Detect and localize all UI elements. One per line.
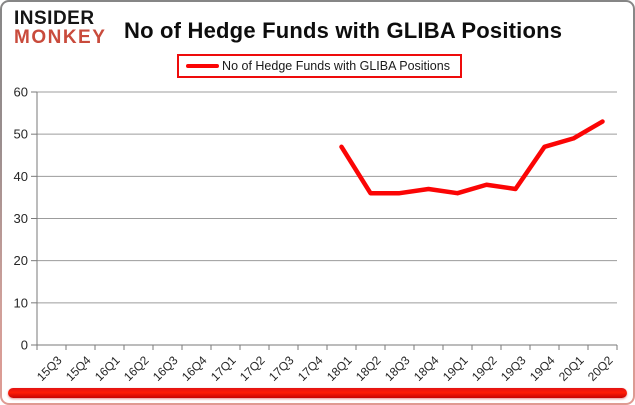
x-tick-label: 18Q3 [382,353,413,384]
y-tick-label: 0 [21,338,28,353]
logo-line-insider: INSIDER [14,8,95,29]
x-tick-label: 19Q1 [440,353,471,384]
legend-line-swatch [186,64,220,68]
page-title: No of Hedge Funds with GLIBA Positions [124,18,563,43]
y-tick-label: 40 [14,169,28,184]
y-tick-label: 10 [14,295,28,310]
x-tick-label: 18Q2 [353,353,384,384]
x-tick-label: 19Q4 [527,353,558,384]
x-tick-label: 15Q4 [63,353,94,384]
y-tick-label: 50 [14,127,28,142]
x-tick-label: 20Q1 [556,353,587,384]
legend-label: No of Hedge Funds with GLIBA Positions [222,59,450,73]
x-tick-label: 16Q3 [150,353,181,384]
x-tick-label: 20Q2 [585,353,616,384]
x-tick-label: 16Q2 [121,353,152,384]
x-tick-label: 16Q4 [179,353,210,384]
y-tick-label: 30 [14,211,28,226]
series-line [339,119,605,196]
legend-box: No of Hedge Funds with GLIBA Positions [177,54,462,78]
insider-monkey-logo: INSIDER MONKEY [14,8,107,48]
legend-row: No of Hedge Funds with GLIBA Positions [2,54,633,78]
x-tick-label: 15Q3 [34,353,65,384]
x-tick-label: 19Q2 [469,353,500,384]
brand-red-bar [8,388,627,398]
y-tick-label: 60 [14,85,28,100]
x-tick-label: 18Q1 [324,353,355,384]
x-tick-label: 16Q1 [92,353,123,384]
x-tick-label: 17Q1 [208,353,239,384]
x-tick-label: 17Q2 [237,353,268,384]
x-tick-label: 19Q3 [498,353,529,384]
x-tick-label: 18Q4 [411,353,442,384]
logo-line-monkey: MONKEY [14,26,107,48]
x-tick-label: 17Q3 [266,353,297,384]
x-tick-label: 17Q4 [295,353,326,384]
y-tick-label: 20 [14,253,28,268]
